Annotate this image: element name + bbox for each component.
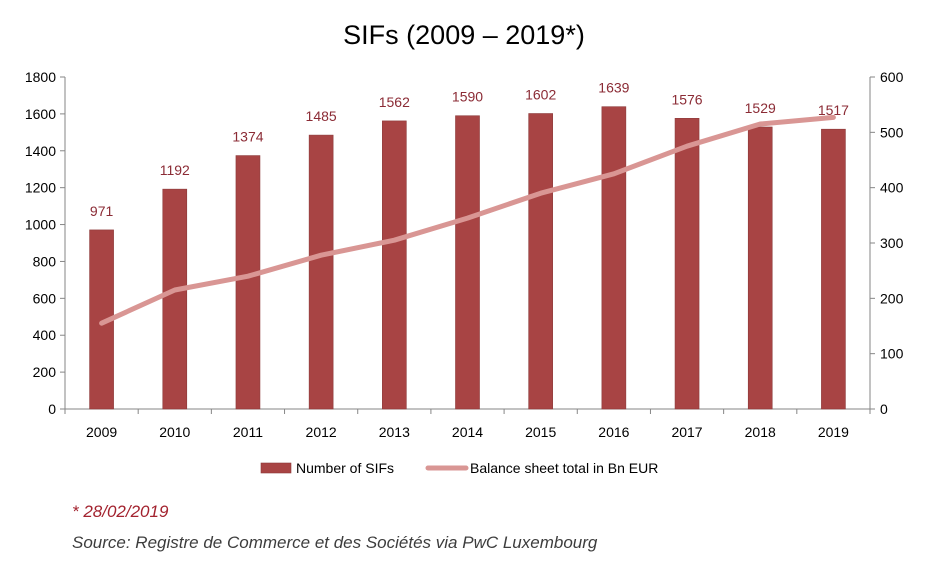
bar-2018 bbox=[747, 126, 773, 410]
right-tick-label: 600 bbox=[880, 69, 904, 85]
left-tick-label: 400 bbox=[33, 327, 57, 343]
footnote: * 28/02/2019 bbox=[72, 502, 169, 521]
data-label-2015: 1602 bbox=[525, 87, 556, 103]
chart-title: SIFs (2009 – 2019*) bbox=[343, 20, 585, 50]
data-label-2016: 1639 bbox=[598, 80, 629, 96]
x-tick-label: 2009 bbox=[86, 424, 117, 440]
bar-2011 bbox=[235, 155, 261, 410]
right-tick-label: 200 bbox=[880, 290, 904, 306]
bar-2016 bbox=[601, 106, 627, 410]
bar-2010 bbox=[162, 188, 188, 410]
data-label-2010: 1192 bbox=[160, 162, 190, 178]
left-tick-label: 1400 bbox=[25, 143, 56, 159]
left-tick-label: 1000 bbox=[25, 217, 56, 233]
left-tick-label: 0 bbox=[48, 401, 56, 417]
x-tick-label: 2013 bbox=[379, 424, 410, 440]
left-tick-label: 1200 bbox=[25, 180, 56, 196]
left-tick-label: 1800 bbox=[25, 69, 56, 85]
x-tick-label: 2014 bbox=[452, 424, 483, 440]
x-tick-label: 2018 bbox=[745, 424, 776, 440]
left-tick-label: 800 bbox=[33, 253, 57, 269]
line-series bbox=[99, 114, 836, 326]
x-tick-label: 2017 bbox=[671, 424, 702, 440]
right-tick-label: 500 bbox=[880, 124, 904, 140]
left-tick-label: 1600 bbox=[25, 106, 56, 122]
legend-line-label: Balance sheet total in Bn EUR bbox=[470, 460, 658, 476]
data-label-2011: 1374 bbox=[232, 129, 263, 145]
data-label-2013: 1562 bbox=[379, 94, 410, 110]
data-label-2009: 971 bbox=[90, 203, 114, 219]
bar-2013 bbox=[382, 120, 407, 410]
right-tick-label: 300 bbox=[880, 235, 904, 251]
x-tick-label: 2011 bbox=[233, 424, 263, 440]
x-tick-label: 2016 bbox=[598, 424, 629, 440]
axes: 0 200 400 600 800 1000 1200 1400 1600 1800 0 100 200… bbox=[25, 69, 904, 440]
data-labels: 971 1192 1374 1485 1562 1590 1602 1639 1576 1529 1… bbox=[90, 80, 849, 219]
left-tick-label: 200 bbox=[33, 364, 57, 380]
data-label-2018: 1529 bbox=[745, 100, 776, 116]
left-tick-label: 600 bbox=[33, 290, 57, 306]
x-tick-label: 2010 bbox=[159, 424, 190, 440]
bar-series bbox=[89, 106, 846, 410]
data-label-2014: 1590 bbox=[452, 89, 483, 105]
data-label-2012: 1485 bbox=[306, 108, 337, 124]
bar-2015 bbox=[528, 113, 553, 410]
bar-2017 bbox=[674, 118, 700, 410]
data-label-2017: 1576 bbox=[671, 91, 702, 107]
bar-2019 bbox=[821, 128, 846, 410]
data-label-2019: 1517 bbox=[818, 102, 849, 118]
balance-sheet-line bbox=[99, 114, 836, 326]
legend: Number of SIFs Balance sheet total in Bn … bbox=[260, 460, 658, 476]
right-tick-label: 400 bbox=[880, 180, 904, 196]
bar-2012 bbox=[308, 134, 334, 410]
x-tick-label: 2015 bbox=[525, 424, 556, 440]
bar-2014 bbox=[455, 115, 480, 410]
source-note: Source: Registre de Commerce et des Soci… bbox=[72, 533, 598, 552]
x-tick-label: 2012 bbox=[306, 424, 337, 440]
right-tick-label: 0 bbox=[880, 401, 888, 417]
right-tick-label: 100 bbox=[880, 346, 904, 362]
legend-bar-swatch bbox=[260, 462, 292, 474]
legend-bar-label: Number of SIFs bbox=[296, 460, 394, 476]
x-tick-label: 2019 bbox=[818, 424, 849, 440]
